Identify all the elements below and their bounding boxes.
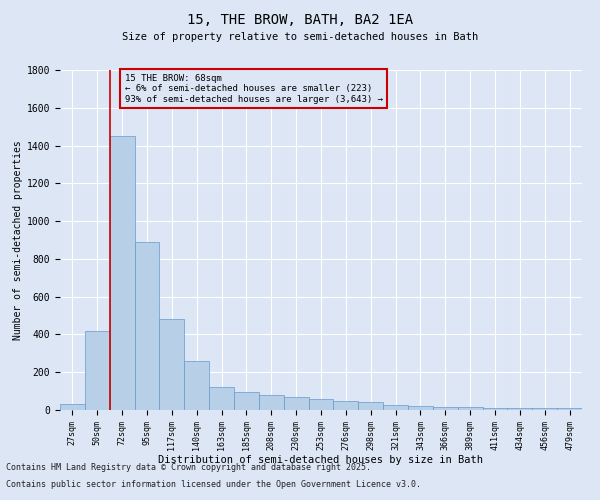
Bar	[308, 399, 334, 410]
Bar	[60, 404, 85, 410]
Bar	[85, 330, 110, 410]
Bar	[134, 242, 160, 410]
Bar	[408, 406, 433, 410]
Bar	[234, 392, 259, 410]
Bar	[284, 397, 308, 410]
Text: Size of property relative to semi-detached houses in Bath: Size of property relative to semi-detach…	[122, 32, 478, 42]
Bar	[532, 408, 557, 410]
Text: 15, THE BROW, BATH, BA2 1EA: 15, THE BROW, BATH, BA2 1EA	[187, 12, 413, 26]
X-axis label: Distribution of semi-detached houses by size in Bath: Distribution of semi-detached houses by …	[158, 456, 484, 466]
Bar	[482, 408, 508, 410]
Text: Contains public sector information licensed under the Open Government Licence v3: Contains public sector information licen…	[6, 480, 421, 489]
Bar	[160, 320, 184, 410]
Bar	[358, 402, 383, 410]
Text: 15 THE BROW: 68sqm
← 6% of semi-detached houses are smaller (223)
93% of semi-de: 15 THE BROW: 68sqm ← 6% of semi-detached…	[125, 74, 383, 104]
Bar	[458, 407, 482, 410]
Bar	[383, 404, 408, 410]
Y-axis label: Number of semi-detached properties: Number of semi-detached properties	[13, 140, 23, 340]
Text: Contains HM Land Registry data © Crown copyright and database right 2025.: Contains HM Land Registry data © Crown c…	[6, 464, 371, 472]
Bar	[334, 401, 358, 410]
Bar	[259, 395, 284, 410]
Bar	[209, 388, 234, 410]
Bar	[110, 136, 134, 410]
Bar	[508, 408, 532, 410]
Bar	[184, 361, 209, 410]
Bar	[433, 406, 458, 410]
Bar	[557, 408, 582, 410]
